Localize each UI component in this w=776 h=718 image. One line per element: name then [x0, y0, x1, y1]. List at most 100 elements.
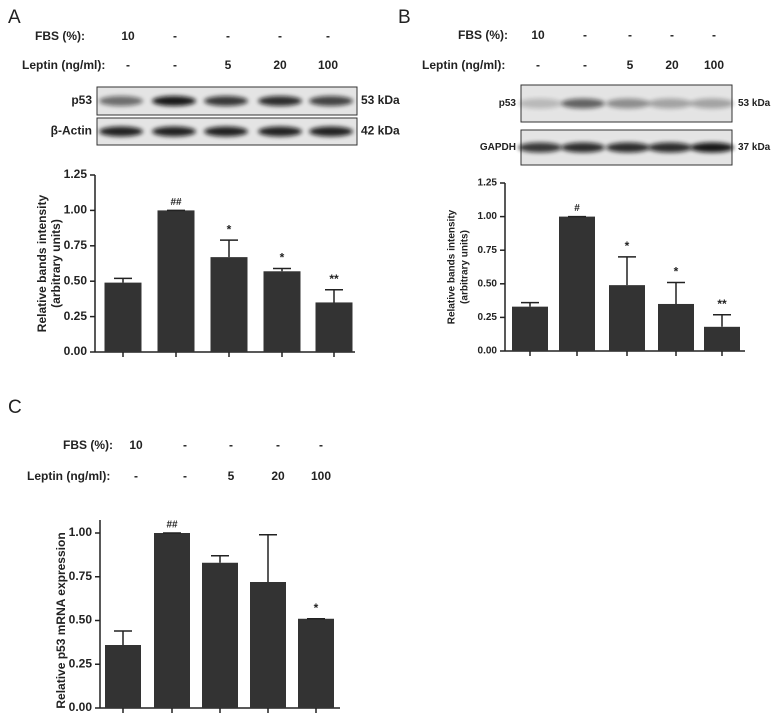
y-tick-label: 0.25	[478, 312, 498, 323]
treatment-label: FBS (%):	[63, 438, 113, 452]
blot-band	[204, 96, 248, 106]
bar	[154, 533, 190, 708]
error-bar	[259, 534, 277, 582]
treatment-value: 20	[273, 58, 287, 72]
treatment-value: -	[670, 28, 674, 42]
bar	[104, 282, 142, 352]
blot-band	[309, 126, 353, 137]
error-bar	[114, 630, 132, 645]
error-bar	[211, 555, 229, 563]
treatment-value: -	[628, 28, 632, 42]
significance-label: *	[314, 601, 319, 615]
bar	[202, 562, 238, 708]
treatment-value: -	[226, 29, 230, 43]
treatment-value: 5	[627, 58, 634, 72]
y-tick-label: 1.00	[478, 211, 498, 222]
treatment-value: -	[229, 438, 233, 452]
treatment-label: Leptin (ng/ml):	[27, 469, 110, 483]
bar	[263, 271, 301, 352]
blot-band	[606, 142, 650, 153]
y-tick-label: 0.25	[69, 656, 93, 670]
bar	[250, 582, 286, 708]
y-tick-label: 1.00	[64, 203, 88, 217]
treatment-value: 100	[318, 58, 338, 72]
treatment-label: FBS (%):	[458, 28, 508, 42]
treatment-value: -	[536, 58, 540, 72]
bar	[704, 326, 740, 351]
significance-label: **	[717, 297, 727, 311]
y-axis-label: Relative bands intensity	[447, 209, 458, 324]
y-tick-label: 0.75	[69, 569, 93, 583]
y-axis-label: Relative bands intensity	[35, 194, 49, 332]
y-axis-label: (arbitrary units)	[49, 219, 63, 308]
y-tick-label: 0.25	[64, 309, 88, 323]
treatment-value: -	[183, 469, 187, 483]
treatment-value: -	[319, 438, 323, 452]
significance-label: **	[329, 272, 339, 286]
panel-letter: C	[8, 397, 22, 418]
blot-label: p53	[71, 93, 92, 107]
significance-label: *	[280, 251, 285, 265]
blot-label: p53	[499, 98, 517, 109]
treatment-value: -	[712, 28, 716, 42]
treatment-value: -	[134, 469, 138, 483]
blot-band	[518, 142, 562, 153]
y-axis-label: (arbitrary units)	[460, 230, 471, 304]
treatment-value: 20	[271, 469, 285, 483]
y-tick-label: 1.00	[69, 525, 93, 539]
y-axis-label: Relative p53 mRNA expression	[54, 532, 68, 708]
treatment-value: -	[278, 29, 282, 43]
error-bar	[273, 267, 291, 272]
blot-size: 42 kDa	[361, 124, 400, 138]
blot-band	[648, 142, 692, 153]
treatment-value: -	[276, 438, 280, 452]
treatment-value: -	[173, 29, 177, 43]
y-tick-label: 0.75	[478, 245, 498, 256]
treatment-value: 5	[228, 469, 235, 483]
treatment-value: 5	[225, 58, 232, 72]
blot-band	[690, 142, 734, 153]
blot-band	[518, 98, 562, 109]
bar	[298, 618, 334, 708]
treatment-label: Leptin (ng/ml):	[22, 58, 105, 72]
bar	[658, 303, 694, 351]
error-bar	[618, 256, 636, 286]
blot-band	[99, 96, 143, 106]
treatment-value: 100	[704, 58, 724, 72]
blot-band	[606, 98, 650, 109]
y-tick-label: 0.50	[64, 273, 88, 287]
significance-label: #	[574, 203, 580, 214]
bar	[105, 645, 141, 708]
blot-size: 53 kDa	[738, 98, 771, 109]
treatment-value: -	[583, 28, 587, 42]
treatment-value: -	[173, 58, 177, 72]
significance-label: *	[625, 239, 630, 253]
blot-label: GAPDH	[480, 142, 516, 153]
treatment-label: FBS (%):	[35, 29, 85, 43]
treatment-value: -	[583, 58, 587, 72]
blot-band	[648, 98, 692, 109]
bar	[609, 285, 645, 351]
error-bar	[325, 288, 343, 303]
significance-label: ##	[166, 520, 178, 531]
error-bar	[521, 301, 539, 307]
y-tick-label: 0.50	[69, 613, 93, 627]
y-tick-label: 0.00	[64, 344, 88, 358]
blot-size: 53 kDa	[361, 93, 400, 107]
panel-letter: A	[8, 7, 21, 28]
y-tick-label: 0.00	[69, 700, 93, 714]
treatment-value: -	[183, 438, 187, 452]
blot-band	[204, 126, 248, 137]
treatment-value: 10	[531, 28, 545, 42]
blot-band	[690, 98, 734, 109]
treatment-value: 10	[121, 29, 135, 43]
error-bar	[220, 239, 238, 258]
bar	[512, 306, 548, 351]
error-bar	[713, 313, 731, 327]
significance-label: *	[227, 222, 232, 236]
blot-band	[258, 96, 302, 106]
y-tick-label: 1.25	[478, 178, 498, 189]
blot-band	[99, 126, 143, 137]
panel-letter: B	[398, 7, 411, 28]
